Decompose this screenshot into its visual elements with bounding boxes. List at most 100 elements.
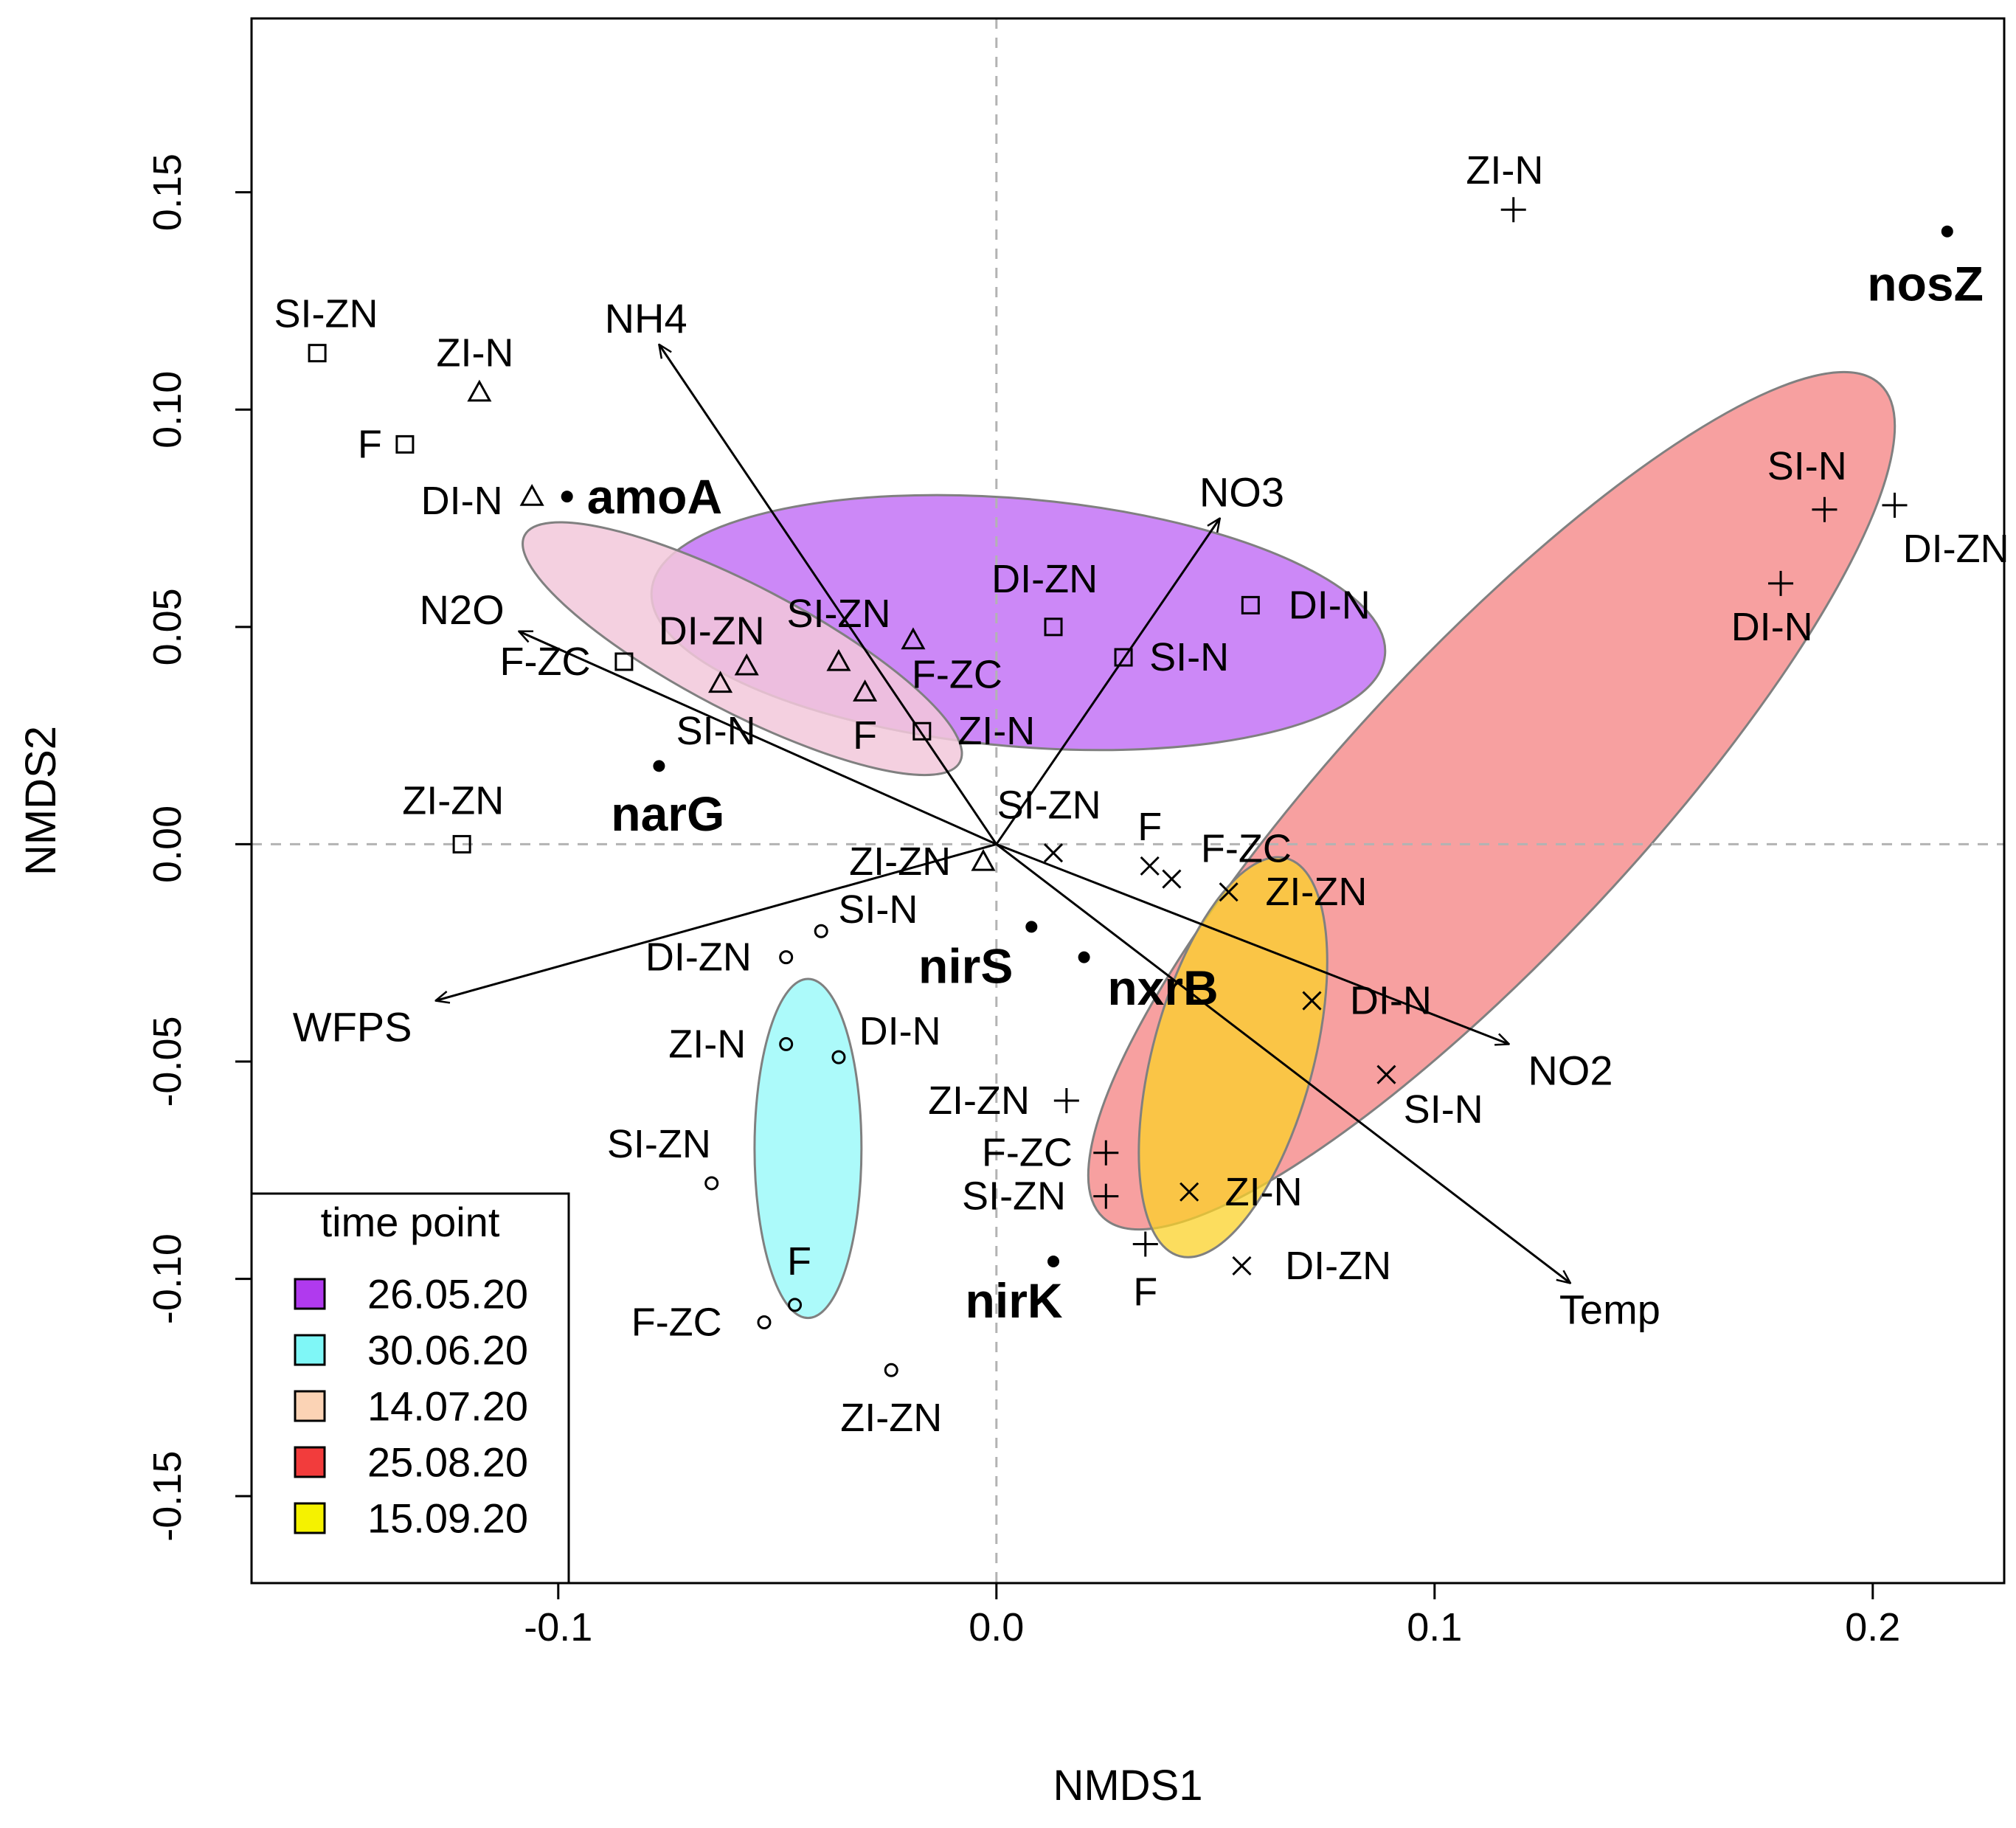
point-14-07-20-zi-zn bbox=[971, 848, 996, 871]
legend-swatch-15-09-20 bbox=[294, 1502, 326, 1534]
legend-label-15-09-20: 15.09.20 bbox=[367, 1495, 528, 1542]
vector-label-no3: NO3 bbox=[1199, 469, 1284, 516]
point-14-07-20-si-n bbox=[708, 671, 733, 693]
x-tick-label: 0.1 bbox=[1407, 1605, 1462, 1649]
legend-label-14-07-20: 14.07.20 bbox=[367, 1383, 528, 1430]
point-25-08-20-si-n bbox=[1812, 496, 1837, 522]
reference-lines bbox=[252, 18, 2004, 1583]
axes: -0.1 0.0 0.1 0.2 -0.15 -0.10 -0.05 0.00 0.05 0.10… bbox=[17, 17, 2006, 1810]
point-label-26-05-20-si-n: SI-N bbox=[1149, 635, 1229, 679]
point-15-09-20-si-n bbox=[1376, 1064, 1396, 1084]
legend-swatch-26-05-20 bbox=[294, 1278, 326, 1310]
y-tick-label: -0.10 bbox=[145, 1233, 190, 1324]
point-15-09-20-zi-n bbox=[1180, 1182, 1199, 1202]
point-label-14-07-20-zi-n: ZI-N bbox=[436, 331, 513, 375]
point-label-15-09-20-zi-zn: ZI-ZN bbox=[1265, 870, 1367, 914]
point-label-30-06-20-si-zn: SI-ZN bbox=[607, 1122, 711, 1166]
point-label-14-07-20-si-zn: SI-ZN bbox=[786, 592, 890, 636]
y-tick-label: 0.05 bbox=[145, 588, 190, 665]
point-label-30-06-20-di-n: DI-N bbox=[859, 1009, 941, 1053]
point-14-07-20-si-zn bbox=[826, 648, 851, 671]
point-label-14-07-20-f-zc: F-ZC bbox=[912, 653, 1002, 697]
point-15-09-20-f-zc bbox=[1162, 869, 1182, 889]
point-label-15-09-20-f-zc: F-ZC bbox=[1201, 826, 1292, 870]
point-label-30-06-20-di-zn: DI-ZN bbox=[645, 935, 752, 980]
point-label-26-05-20-si-zn: SI-ZN bbox=[274, 292, 378, 336]
vector-label-no2: NO2 bbox=[1528, 1047, 1613, 1093]
point-30-06-20-si-n bbox=[814, 924, 828, 938]
point-label-15-09-20-si-zn: SI-ZN bbox=[997, 783, 1101, 827]
gene-point-narg bbox=[653, 760, 665, 772]
point-25-08-20-di-zn bbox=[1882, 492, 1908, 518]
y-tick-label: -0.15 bbox=[145, 1451, 190, 1542]
point-label-30-06-20-si-n: SI-N bbox=[838, 887, 918, 932]
gene-point-amoa bbox=[561, 491, 573, 503]
y-tick-label: 0.10 bbox=[145, 371, 190, 449]
point-label-30-06-20-f: F bbox=[787, 1239, 811, 1284]
gene-label-nosz: nosZ bbox=[1867, 256, 1984, 311]
point-14-07-20-f bbox=[853, 679, 878, 702]
vector-arrow-nh4 bbox=[659, 345, 998, 845]
point-25-08-20-f-zc bbox=[1093, 1140, 1119, 1166]
point-label-25-08-20-zi-zn: ZI-ZN bbox=[928, 1079, 1030, 1123]
point-label-14-07-20-di-zn: DI-ZN bbox=[659, 609, 765, 654]
confidence-ellipses bbox=[522, 370, 1897, 1320]
point-14-07-20-f-zc bbox=[901, 627, 926, 650]
point-15-09-20-di-zn bbox=[1232, 1256, 1252, 1275]
y-tick-label: 0.00 bbox=[145, 806, 190, 883]
point-label-15-09-20-di-zn: DI-ZN bbox=[1285, 1244, 1391, 1288]
point-25-08-20-zi-n bbox=[1500, 197, 1526, 223]
legend-swatch-14-07-20 bbox=[294, 1390, 326, 1422]
gene-label-amoa: amoA bbox=[587, 469, 722, 524]
point-15-09-20-zi-zn bbox=[1219, 882, 1239, 902]
ellipse-30-06-20 bbox=[753, 977, 863, 1320]
point-25-08-20-f bbox=[1132, 1231, 1158, 1257]
point-label-25-08-20-zi-n: ZI-N bbox=[1466, 148, 1543, 193]
vector-label-nh4: NH4 bbox=[605, 295, 687, 342]
gene-point-nirk bbox=[1047, 1256, 1060, 1268]
point-label-26-05-20-f-zc: F-ZC bbox=[500, 640, 591, 684]
point-30-06-20-zi-n bbox=[779, 1036, 794, 1051]
point-26-05-20-di-zn bbox=[1044, 617, 1063, 637]
gene-point-nxrb bbox=[1078, 951, 1090, 963]
point-15-09-20-f bbox=[1140, 856, 1160, 876]
point-label-25-08-20-f-zc: F-ZC bbox=[982, 1131, 1073, 1175]
point-label-25-08-20-di-zn: DI-ZN bbox=[1903, 527, 2009, 571]
point-14-07-20-zi-n bbox=[467, 379, 492, 402]
point-label-26-05-20-f: F bbox=[358, 422, 382, 466]
legend-swatch-30-06-20 bbox=[294, 1334, 326, 1366]
vector-label-temp: Temp bbox=[1559, 1286, 1660, 1332]
point-label-14-07-20-si-n: SI-N bbox=[676, 709, 756, 753]
legend-label-26-05-20: 26.05.20 bbox=[367, 1271, 528, 1318]
gene-point-nirs bbox=[1025, 921, 1038, 933]
point-30-06-20-zi-zn bbox=[884, 1363, 898, 1377]
point-label-15-09-20-si-n: SI-N bbox=[1404, 1087, 1483, 1132]
x-tick-label: -0.1 bbox=[524, 1605, 592, 1649]
point-label-14-07-20-di-n: DI-N bbox=[421, 479, 503, 523]
x-tick-label: 0.2 bbox=[1845, 1605, 1900, 1649]
point-label-30-06-20-f-zc: F-ZC bbox=[631, 1301, 722, 1345]
point-label-25-08-20-si-zn: SI-ZN bbox=[962, 1174, 1066, 1219]
gene-label-nirk: nirK bbox=[966, 1273, 1063, 1328]
x-axis-title: NMDS1 bbox=[1053, 1762, 1202, 1810]
point-30-06-20-di-n bbox=[831, 1050, 846, 1064]
point-25-08-20-zi-zn bbox=[1053, 1088, 1079, 1114]
point-label-26-05-20-zi-n: ZI-N bbox=[957, 709, 1035, 753]
point-label-25-08-20-di-n: DI-N bbox=[1731, 605, 1813, 649]
legend-title: time point bbox=[321, 1199, 500, 1245]
legend-label-30-06-20: 30.06.20 bbox=[367, 1327, 528, 1374]
vector-arrow-no2 bbox=[996, 843, 1509, 1044]
vector-arrow-no3 bbox=[995, 519, 1220, 845]
gene-points: amoA narG nirS nxrB nirK nosZ bbox=[561, 225, 1984, 1328]
point-label-14-07-20-f: F bbox=[853, 713, 877, 758]
point-label-26-05-20-zi-zn: ZI-ZN bbox=[402, 779, 504, 823]
point-label-25-08-20-f: F bbox=[1133, 1270, 1157, 1314]
point-14-07-20-di-n bbox=[519, 483, 544, 506]
point-30-06-20-di-zn bbox=[779, 950, 794, 965]
point-30-06-20-f bbox=[788, 1298, 803, 1312]
point-26-05-20-zi-n bbox=[912, 721, 932, 741]
y-tick-label: 0.15 bbox=[145, 153, 190, 231]
point-26-05-20-zi-zn bbox=[452, 834, 471, 854]
point-label-30-06-20-zi-zn: ZI-ZN bbox=[840, 1396, 942, 1440]
